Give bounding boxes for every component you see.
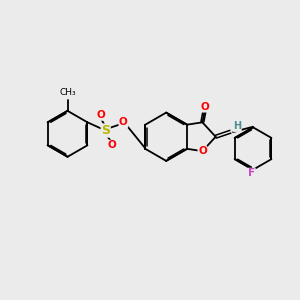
Text: CH₃: CH₃ bbox=[59, 88, 76, 97]
Text: O: O bbox=[119, 117, 128, 127]
Text: S: S bbox=[101, 124, 110, 137]
Text: O: O bbox=[198, 146, 207, 156]
Text: O: O bbox=[96, 110, 105, 120]
Text: O: O bbox=[200, 102, 209, 112]
Text: H: H bbox=[233, 122, 241, 131]
Text: F: F bbox=[248, 168, 255, 178]
Text: O: O bbox=[108, 140, 117, 150]
